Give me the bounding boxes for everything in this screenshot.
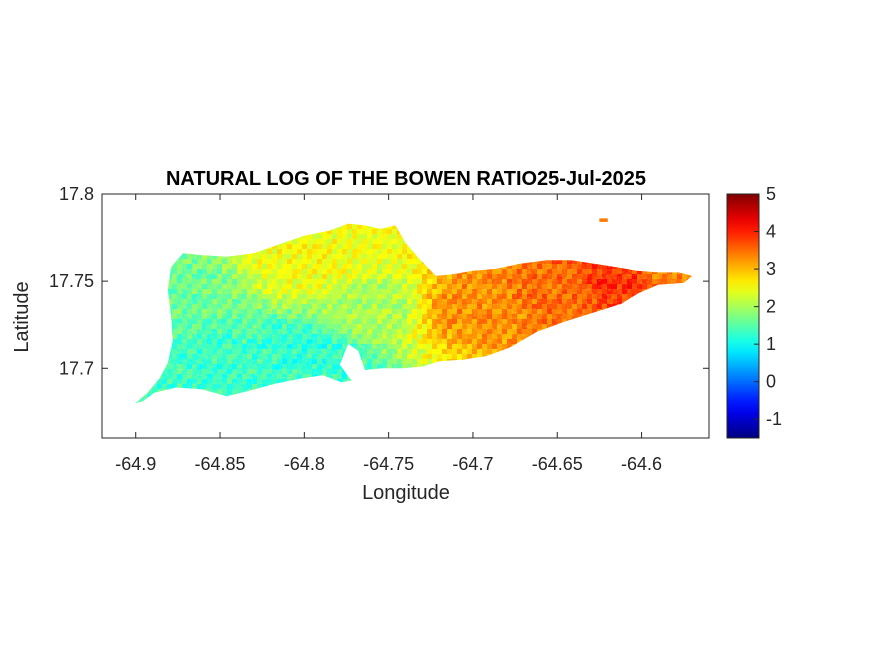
colorbar-tick-label: 5 (766, 184, 776, 204)
y-tick-label: 17.7 (59, 358, 94, 378)
chart-title: NATURAL LOG OF THE BOWEN RATIO25-Jul-202… (166, 168, 646, 190)
axes-box (101, 193, 710, 439)
colorbar-tick-label: 3 (766, 259, 776, 279)
colorbar (727, 194, 759, 438)
y-tick-label: 17.8 (59, 184, 94, 204)
y-axis-ticks: 17.7 17.75 17.8 (49, 184, 709, 378)
x-tick-label: -64.9 (115, 454, 156, 474)
colorbar-tick-label: 2 (766, 297, 776, 317)
x-axis-ticks: -64.9 -64.85 -64.8 -64.75 -64.7 -64.65 -64.6 (115, 194, 662, 474)
colorbar-tick-label: 1 (766, 334, 776, 354)
colorbar-ticks: -1 0 1 2 3 4 5 (754, 184, 782, 429)
x-tick-label: -64.75 (363, 454, 414, 474)
x-tick-label: -64.85 (195, 454, 246, 474)
x-tick-label: -64.6 (621, 454, 662, 474)
colorbar-tick-label: 0 (766, 372, 776, 392)
x-axis-label: Longitude (362, 482, 450, 504)
islet (599, 218, 608, 222)
x-tick-label: -64.8 (284, 454, 325, 474)
y-axis-label: Latitude (11, 281, 33, 352)
colorbar-tick-label: 4 (766, 222, 776, 242)
y-tick-label: 17.75 (49, 271, 94, 291)
x-tick-label: -64.7 (452, 454, 493, 474)
x-tick-label: -64.65 (532, 454, 583, 474)
colorbar-tick-label: -1 (766, 409, 782, 429)
colorbar-frame (726, 193, 760, 439)
